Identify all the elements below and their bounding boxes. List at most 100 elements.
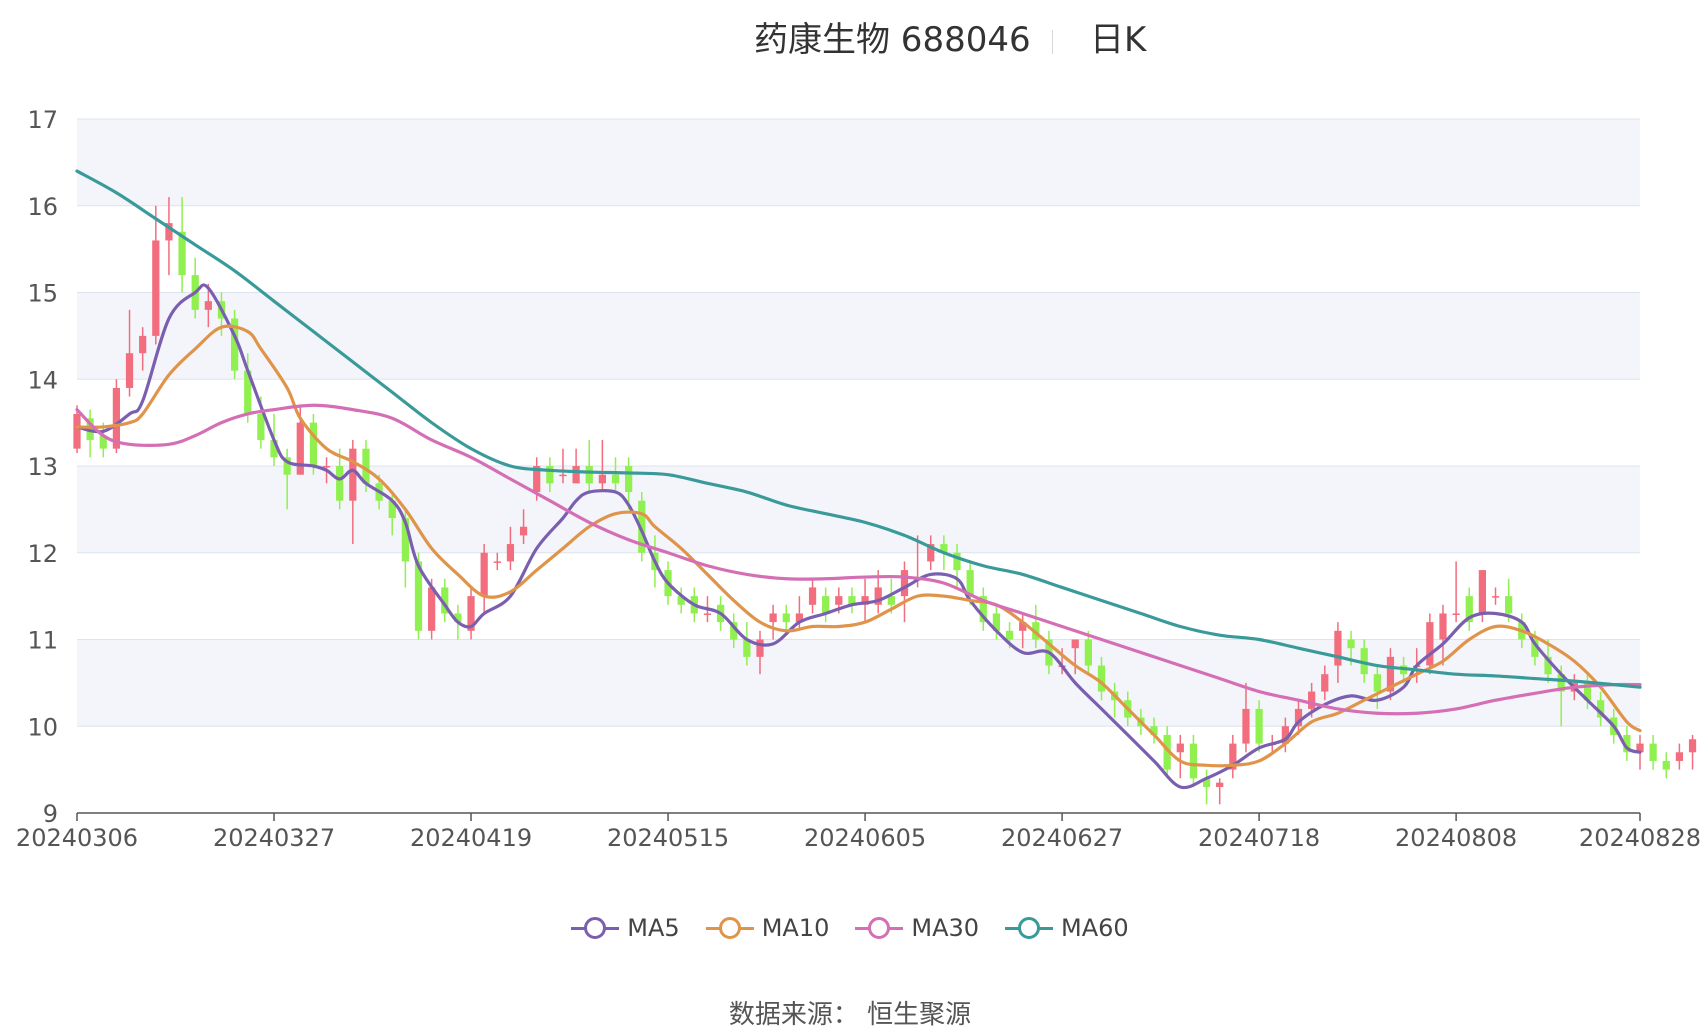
x-tick-label: 20240515 bbox=[607, 824, 729, 852]
candle-body bbox=[756, 639, 764, 657]
candle-body bbox=[270, 439, 278, 458]
candle-body bbox=[848, 596, 856, 605]
candle-body bbox=[349, 448, 357, 501]
y-tick-label: 9 bbox=[43, 800, 58, 828]
x-tick-label: 20240808 bbox=[1395, 824, 1517, 852]
candle-body bbox=[204, 301, 212, 310]
candle-body bbox=[953, 552, 961, 571]
candle-body bbox=[769, 613, 777, 623]
chart-title: 药康生物 688046 bbox=[754, 20, 1031, 60]
legend-label: MA10 bbox=[761, 914, 830, 942]
candle-body bbox=[296, 422, 304, 475]
candle-body bbox=[743, 639, 751, 657]
y-tick-label: 16 bbox=[27, 193, 58, 221]
legend-item-ma30[interactable]: MA30 bbox=[855, 914, 979, 942]
candle-body bbox=[112, 387, 121, 449]
candle-body bbox=[493, 561, 501, 563]
candle-body bbox=[1255, 708, 1263, 744]
candle-body bbox=[1202, 778, 1211, 787]
candle-body bbox=[638, 500, 646, 553]
candle-body bbox=[1229, 743, 1237, 770]
legend-label: MA60 bbox=[1061, 914, 1129, 942]
candle-body bbox=[125, 353, 134, 388]
candle-body bbox=[257, 413, 265, 440]
y-tick-label: 12 bbox=[27, 540, 58, 568]
candle-body bbox=[1019, 622, 1027, 631]
legend-marker-icon bbox=[705, 915, 754, 941]
candle-body bbox=[861, 596, 869, 605]
y-tick-label: 10 bbox=[27, 713, 58, 741]
candle-body bbox=[1294, 708, 1303, 727]
x-tick-label: 20240419 bbox=[410, 824, 532, 852]
candle-body bbox=[1097, 665, 1106, 692]
candle-body bbox=[231, 318, 239, 371]
candle-body bbox=[1465, 596, 1473, 623]
candle-body bbox=[1426, 622, 1434, 666]
candle-body bbox=[1242, 708, 1250, 744]
ma-line-ma5 bbox=[75, 283, 1642, 790]
y-tick-label: 14 bbox=[27, 366, 58, 394]
candle-body bbox=[900, 570, 909, 597]
legend-marker-icon bbox=[1005, 915, 1054, 941]
candle-body bbox=[1084, 639, 1092, 666]
candle-body bbox=[362, 448, 370, 484]
candle-body bbox=[414, 561, 423, 631]
candle-body bbox=[1216, 782, 1224, 787]
candle-body bbox=[1373, 674, 1381, 692]
candle-body bbox=[533, 466, 541, 493]
candle-body bbox=[519, 526, 528, 536]
candle-body bbox=[1281, 726, 1289, 744]
ma-line-ma60 bbox=[75, 169, 1642, 689]
candle-body bbox=[283, 457, 291, 475]
y-tick-label: 11 bbox=[27, 627, 58, 655]
x-tick-label: 20240828 bbox=[1579, 824, 1700, 852]
x-tick-label: 20240605 bbox=[804, 824, 926, 852]
candle-body bbox=[428, 587, 436, 631]
candle-body bbox=[874, 587, 882, 605]
candle-body bbox=[1308, 691, 1316, 709]
candle-body bbox=[1675, 752, 1684, 761]
candle-body bbox=[625, 466, 633, 493]
candle-body bbox=[1386, 656, 1395, 692]
candle-body bbox=[598, 474, 606, 484]
candle-body bbox=[927, 544, 935, 562]
candle-body bbox=[1360, 648, 1368, 675]
legend-item-ma60[interactable]: MA60 bbox=[1005, 914, 1129, 942]
candle-body bbox=[1583, 682, 1592, 701]
legend-marker-icon bbox=[571, 915, 620, 941]
candle-body bbox=[309, 422, 318, 466]
x-tick-label: 20240718 bbox=[1198, 824, 1320, 852]
legend-item-ma10[interactable]: MA10 bbox=[705, 914, 830, 942]
candle-body bbox=[1163, 734, 1171, 770]
candle-body bbox=[1531, 639, 1539, 657]
x-tick-label: 20240327 bbox=[213, 824, 335, 852]
candle-body bbox=[835, 596, 843, 605]
candle-body bbox=[1636, 743, 1644, 753]
grid-band bbox=[77, 119, 1640, 206]
candle-body bbox=[139, 335, 147, 354]
y-tick-label: 13 bbox=[27, 453, 58, 481]
candle-body bbox=[388, 500, 396, 519]
candle-body bbox=[572, 466, 580, 484]
x-tick-label: 20240627 bbox=[1001, 824, 1123, 852]
candle-body bbox=[559, 474, 567, 477]
y-tick-label: 17 bbox=[27, 106, 58, 134]
candle-body bbox=[1189, 743, 1198, 779]
candle-body bbox=[1688, 739, 1697, 753]
candle-body bbox=[677, 596, 685, 605]
data-source: 数据来源： 恒生聚源 bbox=[728, 1000, 972, 1030]
candle-body bbox=[401, 518, 409, 562]
candle-body bbox=[244, 370, 252, 414]
candle-body bbox=[73, 413, 81, 449]
candle-body bbox=[152, 240, 160, 336]
candle-body bbox=[99, 435, 107, 449]
title-separator bbox=[1052, 30, 1053, 54]
legend-label: MA30 bbox=[911, 914, 980, 942]
candle-body bbox=[1557, 674, 1565, 692]
candle-body bbox=[322, 466, 331, 468]
candle-body bbox=[546, 466, 554, 484]
candle-body bbox=[1321, 674, 1329, 692]
grid-band bbox=[77, 292, 1640, 380]
legend-item-ma5[interactable]: MA5 bbox=[571, 914, 680, 942]
candle-body bbox=[454, 613, 462, 623]
